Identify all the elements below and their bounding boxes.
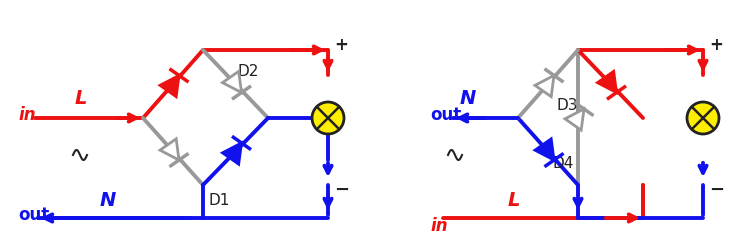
Text: in: in bbox=[430, 217, 448, 235]
Text: D4: D4 bbox=[553, 156, 574, 172]
Text: L: L bbox=[508, 191, 520, 210]
Text: D2: D2 bbox=[238, 64, 259, 79]
Text: N: N bbox=[460, 89, 476, 108]
Polygon shape bbox=[535, 139, 554, 160]
Text: in: in bbox=[18, 106, 36, 124]
Polygon shape bbox=[535, 76, 554, 97]
Polygon shape bbox=[160, 139, 179, 160]
Text: −: − bbox=[334, 181, 349, 199]
Polygon shape bbox=[223, 143, 242, 164]
Text: N: N bbox=[100, 191, 116, 210]
Polygon shape bbox=[223, 71, 242, 92]
Polygon shape bbox=[598, 71, 616, 92]
Text: +: + bbox=[334, 36, 348, 54]
Text: −: − bbox=[709, 181, 724, 199]
Text: +: + bbox=[709, 36, 723, 54]
Polygon shape bbox=[160, 76, 179, 97]
Text: out: out bbox=[430, 106, 461, 124]
Text: L: L bbox=[75, 89, 87, 108]
Circle shape bbox=[688, 103, 718, 133]
Text: D3: D3 bbox=[556, 98, 578, 112]
Circle shape bbox=[313, 103, 343, 133]
Text: out: out bbox=[18, 206, 50, 224]
Text: D1: D1 bbox=[209, 193, 230, 208]
Polygon shape bbox=[565, 109, 584, 130]
